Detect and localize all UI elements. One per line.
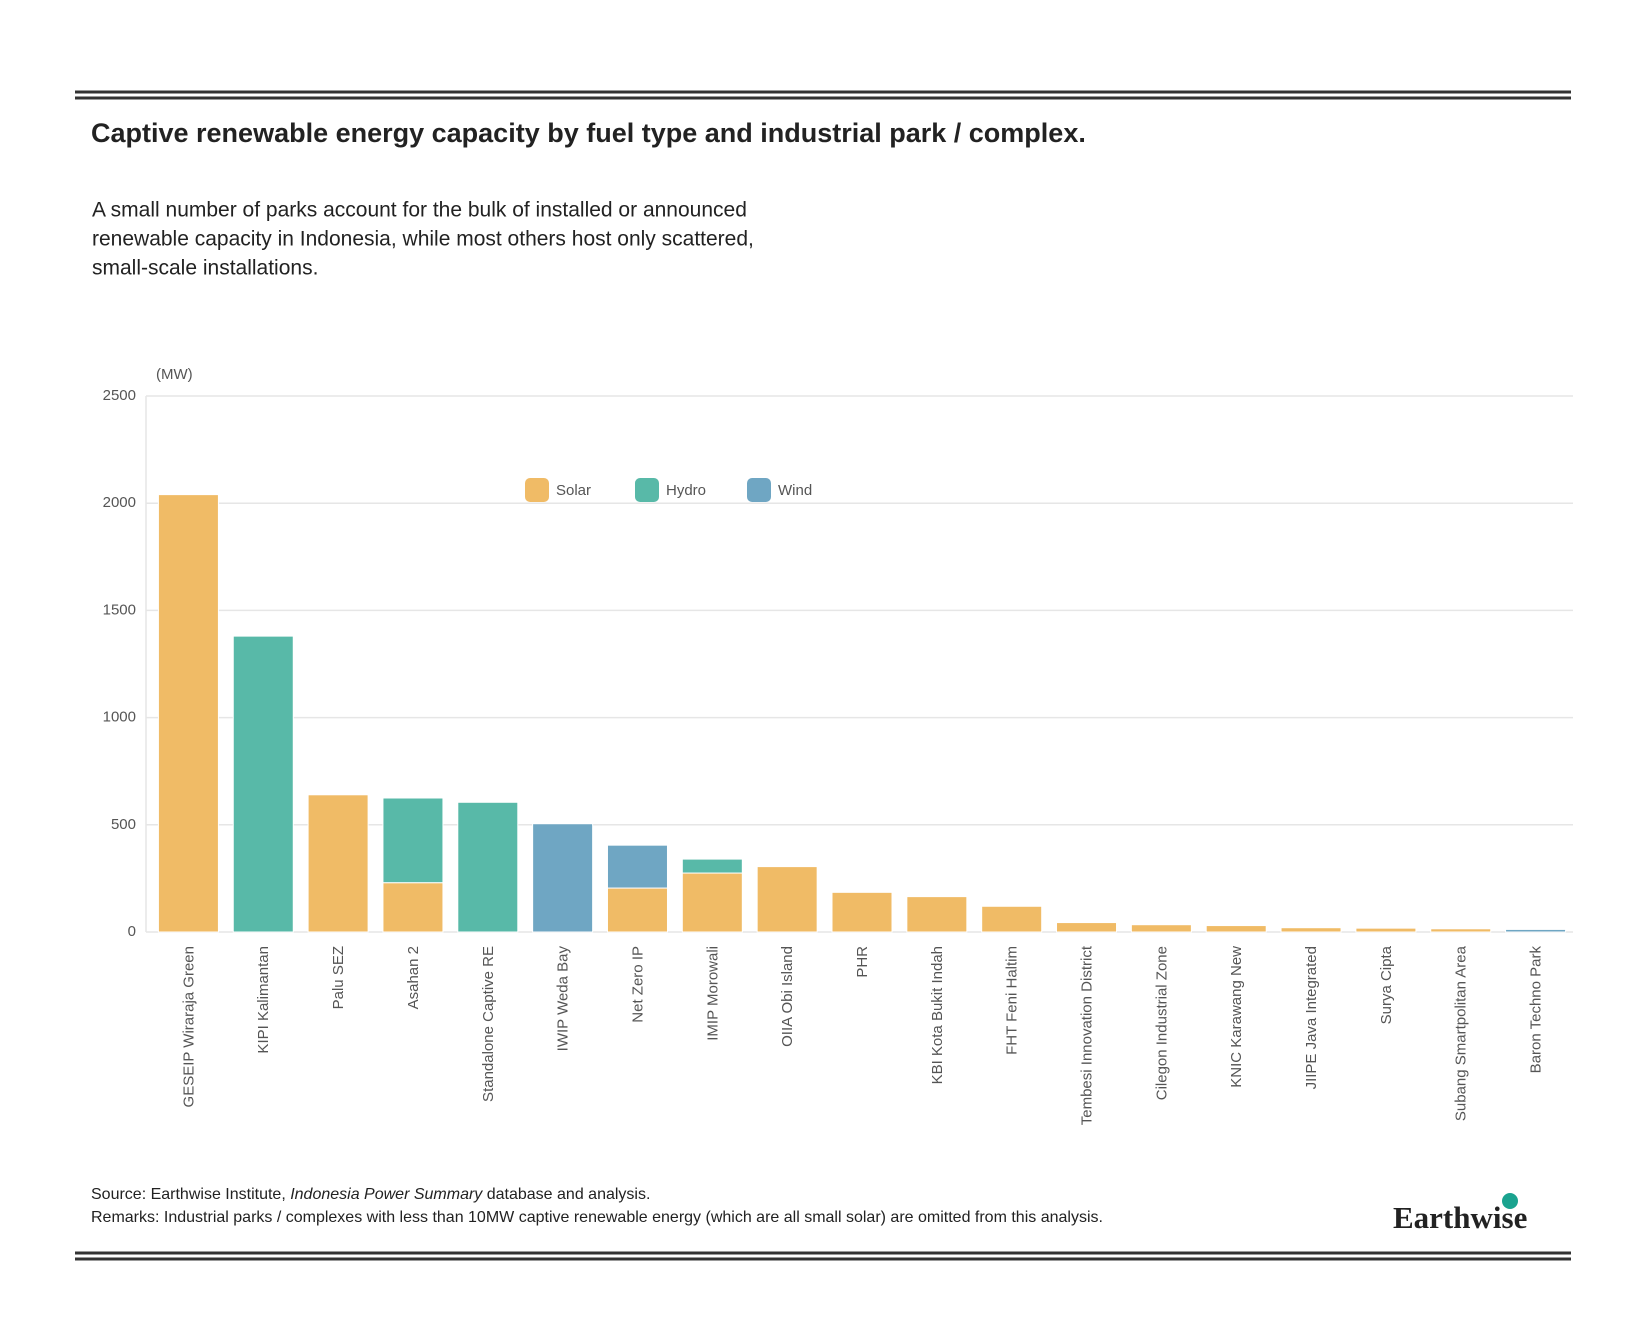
bar-segment (906, 896, 968, 933)
x-tick-label: Tembesi Innovation District (1078, 945, 1095, 1125)
x-tick-label: GESEIP Wiraraja Green (180, 946, 197, 1107)
subtitle: small-scale installations. (92, 257, 318, 280)
legend-label: Wind (778, 482, 812, 499)
bar-segment (981, 905, 1043, 933)
remarks: Remarks: Industrial parks / complexes wi… (91, 1209, 1103, 1226)
bar-segment (1056, 922, 1118, 933)
bar-segment (681, 872, 743, 933)
source: Source: Earthwise Institute, Indonesia P… (91, 1186, 650, 1203)
y-tick-label: 500 (111, 816, 136, 833)
x-tick-label: PHR (854, 946, 871, 978)
x-tick-label: OIIA Obi Island (779, 946, 796, 1047)
chart-title: Captive renewable energy capacity by fue… (91, 118, 1086, 148)
x-tick-label: Standalone Captive RE (480, 946, 497, 1102)
bar-segment (1505, 928, 1567, 933)
x-tick-label: KBI Kota Bukit Indah (929, 946, 946, 1084)
x-tick-label: IWIP Weda Bay (555, 946, 572, 1052)
x-tick-label: JIIPE Java Integrated (1303, 946, 1320, 1089)
source-part: Indonesia Power Summary (290, 1186, 483, 1203)
bar-segment (532, 823, 594, 933)
bar-segment (831, 891, 893, 933)
legend-swatch (747, 478, 771, 502)
bar-segment (307, 794, 369, 933)
x-tick-label: Net Zero IP (629, 946, 646, 1023)
bar-segment (681, 858, 743, 874)
source-part: database and analysis. (482, 1186, 650, 1203)
legend-label: Solar (556, 482, 591, 499)
y-tick-label: 2500 (103, 387, 136, 404)
subtitle: renewable capacity in Indonesia, while m… (92, 228, 754, 251)
bar-segment (157, 494, 219, 933)
y-axis-label: (MW) (156, 366, 193, 383)
x-tick-label: FHT Feni Haltim (1004, 946, 1021, 1055)
y-tick-label: 1000 (103, 709, 136, 726)
x-tick-label: IMIP Morowali (704, 946, 721, 1041)
bar-segment (756, 866, 818, 933)
source-part: Source: Earthwise Institute, (91, 1186, 290, 1203)
bar-segment (1430, 928, 1492, 933)
x-tick-label: Baron Techno Park (1528, 946, 1545, 1074)
y-tick-label: 0 (128, 923, 136, 940)
legend-swatch (635, 478, 659, 502)
subtitle: A small number of parks account for the … (92, 199, 747, 222)
y-tick-label: 1500 (103, 601, 136, 618)
bar-segment (1130, 924, 1192, 933)
y-tick-label: 2000 (103, 494, 136, 511)
x-tick-label: Asahan 2 (405, 946, 422, 1009)
bar-segment (606, 887, 668, 933)
bar-segment (382, 882, 444, 933)
legend-label: Hydro (666, 482, 706, 499)
bar-segment (457, 801, 519, 933)
bar-segment (232, 635, 294, 933)
bar-segment (606, 844, 668, 889)
bar-segment (1205, 925, 1267, 933)
x-tick-label: Subang Smartpolitan Area (1453, 945, 1470, 1121)
x-tick-label: KNIC Karawang New (1228, 946, 1245, 1088)
bar-segment (1280, 927, 1342, 933)
x-tick-label: Cilegon Industrial Zone (1153, 946, 1170, 1100)
x-tick-label: KIPI Kalimantan (255, 946, 272, 1054)
legend-swatch (525, 478, 549, 502)
logo: Earthwise (1393, 1200, 1527, 1235)
x-tick-label: Surya Cipta (1378, 945, 1395, 1024)
x-tick-label: Palu SEZ (330, 946, 347, 1009)
bar-segment (382, 797, 444, 884)
logo-dot (1502, 1193, 1518, 1209)
bar-segment (1355, 927, 1417, 933)
